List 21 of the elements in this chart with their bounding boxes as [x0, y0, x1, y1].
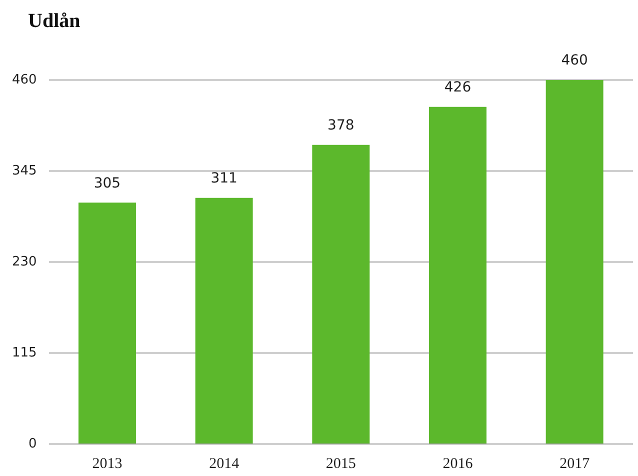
x-tick-label: 2017 [560, 456, 590, 472]
x-tick-label: 2015 [326, 456, 356, 472]
data-label: 378 [328, 118, 354, 134]
data-label: 305 [94, 175, 121, 192]
data-label: 426 [444, 80, 472, 96]
x-tick-label: 2016 [442, 456, 474, 472]
data-label: 311 [210, 170, 238, 187]
y-tick-label: 230 [12, 254, 37, 270]
bar [546, 80, 604, 444]
bar [78, 202, 136, 444]
data-label: 460 [561, 52, 588, 69]
bar [429, 106, 486, 444]
x-tick-label: 2013 [92, 456, 122, 472]
bar [195, 198, 253, 444]
y-tick-label: 115 [12, 345, 37, 360]
chart-title: Udlån [28, 10, 80, 33]
y-tick-label: 345 [12, 163, 37, 178]
x-tick-label: 2014 [209, 456, 240, 472]
y-tick-label: 0 [28, 436, 37, 452]
bar [312, 144, 370, 444]
y-tick-label: 460 [12, 72, 37, 88]
